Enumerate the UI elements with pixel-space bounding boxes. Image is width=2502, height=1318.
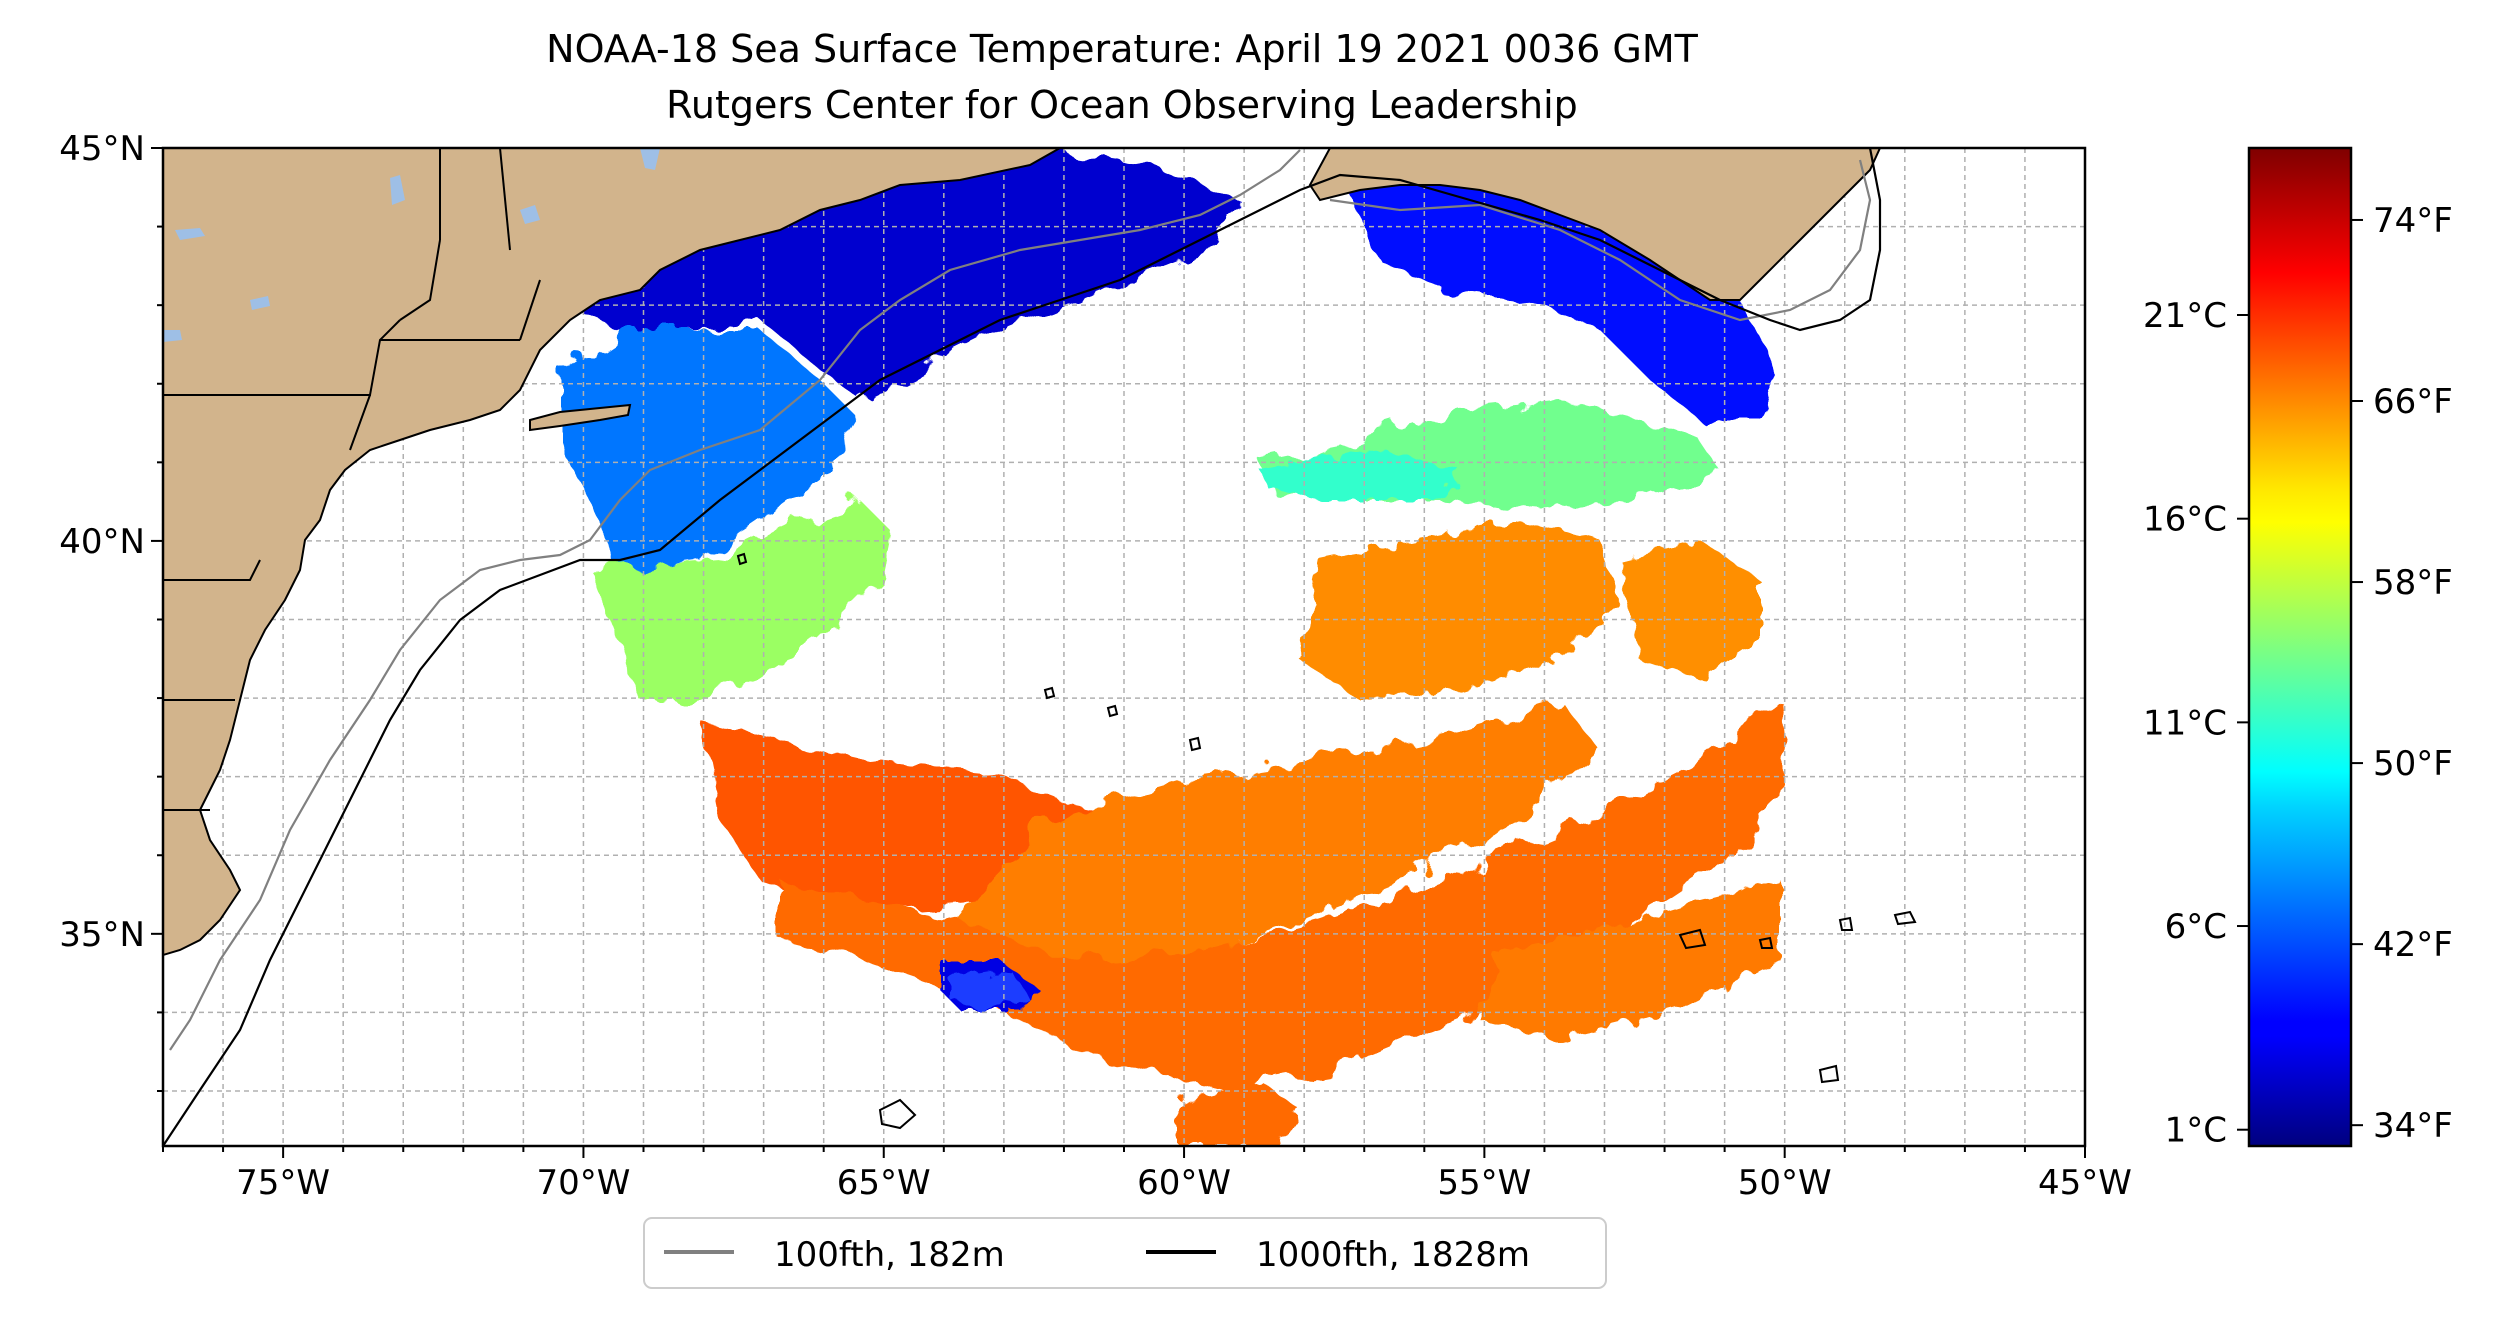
x-tick-label: 70°W <box>536 1163 630 1203</box>
colorbar-celsius-label: 11°C <box>2143 703 2227 743</box>
sst-patch-blue-south <box>950 970 1030 1010</box>
colorbar-fahrenheit-label: 50°F <box>2373 744 2453 784</box>
x-tick-label: 60°W <box>1137 1163 1231 1203</box>
sst-layer <box>545 150 1790 1146</box>
sst-region-sargasso-central <box>960 700 1600 980</box>
sst-region-slope-water <box>590 500 890 700</box>
isobath-100fth-ns <box>1329 159 1872 322</box>
state-borders <box>163 148 541 811</box>
y-tick-label: 35°N <box>59 915 145 955</box>
colorbar-celsius-label: 6°C <box>2165 907 2227 947</box>
title-line1: NOAA-18 Sea Surface Temperature: April 1… <box>546 27 1698 71</box>
colorbar-fahrenheit-label: 42°F <box>2373 925 2453 965</box>
isobath-1000fth <box>163 148 1882 1146</box>
x-tick-label: 55°W <box>1437 1163 1531 1203</box>
colorbar-gradient <box>2247 146 2353 1148</box>
colorbar-fahrenheit-label: 74°F <box>2373 201 2453 241</box>
colorbar: 1°C 6°C 11°C 16°C 21°C 34°F 42°F 50°F 58°F 66°F 7… <box>2143 146 2453 1151</box>
sst-patch-mid-north <box>1300 520 1620 700</box>
sst-patch-se <box>1480 880 1780 1040</box>
legend-label-100fth: 100fth, 182m <box>774 1235 1005 1275</box>
legend-box <box>643 1217 1607 1289</box>
map-panel <box>163 148 2085 1146</box>
x-tick-label: 50°W <box>1738 1163 1832 1203</box>
colorbar-fahrenheit-label: 58°F <box>2373 563 2453 603</box>
colorbar-celsius-label: 1°C <box>2165 1111 2227 1151</box>
y-tick-label: 45°N <box>59 129 145 169</box>
land-long-island <box>529 403 632 432</box>
x-tick-label: 65°W <box>837 1163 931 1203</box>
y-axis: 35°N 40°N 45°N <box>59 129 163 1092</box>
x-tick-label: 45°W <box>2038 1163 2132 1203</box>
sst-region-georges-bank <box>560 330 860 570</box>
x-axis: 75°W 70°W 65°W 60°W 55°W 50°W 45°W <box>162 1146 2132 1203</box>
x-tick-label: 75°W <box>236 1163 330 1203</box>
isobath-100fth <box>169 149 1301 1051</box>
y-tick-label: 40°N <box>59 522 145 562</box>
land-us-east-coast <box>163 148 1063 957</box>
colorbar-fahrenheit-label: 66°F <box>2373 382 2453 422</box>
seamount-contours <box>736 552 1917 1130</box>
colorbar-fahrenheit-ticks: 34°F 42°F 50°F 58°F 66°F 74°F <box>2351 201 2453 1146</box>
legend: 100fth, 182m 1000fth, 1828m <box>643 1217 1607 1289</box>
colorbar-celsius-label: 16°C <box>2143 500 2227 540</box>
colorbar-fahrenheit-label: 34°F <box>2373 1106 2453 1146</box>
land-nova-scotia <box>1308 148 1882 301</box>
colorbar-celsius-ticks: 1°C 6°C 11°C 16°C 21°C <box>2143 296 2249 1151</box>
title-line2: Rutgers Center for Ocean Observing Leade… <box>666 83 1578 127</box>
legend-label-1000fth: 1000fth, 1828m <box>1256 1235 1530 1275</box>
colorbar-celsius-label: 21°C <box>2143 296 2227 336</box>
lakes <box>163 148 660 342</box>
sst-patch-south-orange <box>1180 1080 1300 1146</box>
